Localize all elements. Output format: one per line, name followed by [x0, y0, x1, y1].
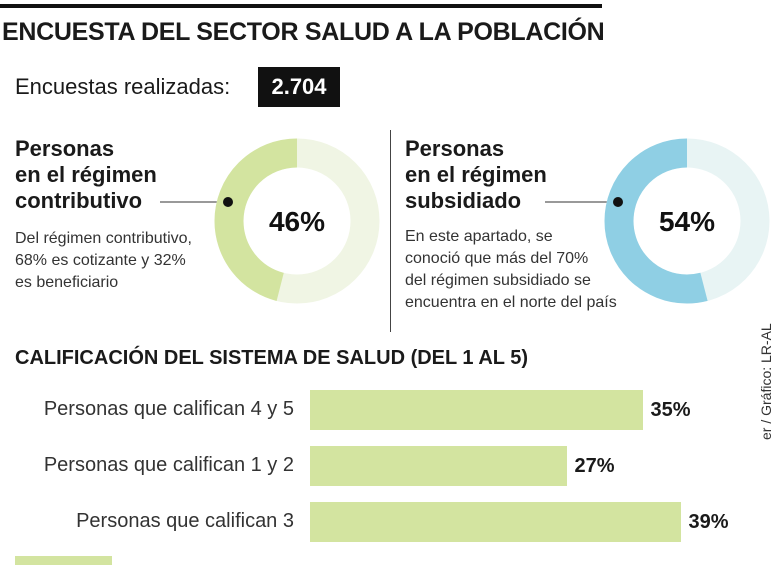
segment-title-line: contributivo: [15, 188, 143, 213]
segment-title-line: en el régimen: [15, 162, 157, 187]
surveys-label: Encuestas realizadas:: [15, 74, 231, 99]
segment-desc-line: encuentra en el norte del país: [405, 294, 617, 311]
page-title: ENCUESTA DEL SECTOR SALUD A LA POBLACIÓN: [2, 18, 605, 46]
segment-title-line: Personas: [405, 136, 505, 161]
bar-value: 39%: [688, 511, 729, 533]
top-rule: [0, 4, 602, 8]
segment-desc-line: es beneficiario: [15, 274, 119, 291]
surveys-value-badge: 2.704: [258, 67, 340, 107]
donut-label-contributivo: 46%: [269, 206, 325, 237]
bar-califican-3: [310, 502, 681, 542]
segment-desc-line: 68% es cotizante y 32%: [15, 252, 186, 269]
bar-value: 27%: [574, 455, 615, 477]
leader-dot: [613, 197, 623, 207]
segment-desc-line: conoció que más del 70%: [405, 250, 589, 267]
bar-califican-4-5: [310, 390, 643, 430]
bar-label: Personas que califican 1 y 2: [43, 454, 294, 476]
donut-chart-subsidiado: 54%: [545, 138, 770, 304]
donut-segment-contributivo: [214, 138, 380, 304]
segment-title-line: Personas: [15, 136, 115, 161]
segment-desc-line: Del régimen contributivo,: [15, 230, 192, 247]
segment-desc-subsidiado: En este apartado, se conoció que más del…: [405, 226, 617, 314]
bar-label: Personas que califican 3: [76, 510, 294, 532]
donut-label-subsidiado: 54%: [659, 206, 715, 237]
legend-swatch: [15, 556, 112, 565]
segment-desc-line: En este apartado, se: [405, 228, 553, 245]
leader-dot: [223, 197, 233, 207]
bar-value: 35%: [650, 399, 691, 421]
segment-title-contributivo: Personas en el régimen contributivo: [15, 136, 157, 214]
segment-desc-line: del régimen subsidiado se: [405, 272, 591, 289]
bar-califican-1-2: [310, 446, 567, 486]
donut-chart-contributivo: 46%: [160, 138, 380, 304]
bar-label: Personas que califican 4 y 5: [43, 398, 294, 420]
donut-segment-subsidiado: [604, 138, 770, 304]
segment-title-line: subsidiado: [405, 188, 522, 213]
ratings-title: CALIFICACIÓN DEL SISTEMA DE SALUD (DEL 1…: [15, 347, 528, 369]
source-credit: er / Gráfico: LR-AL: [758, 323, 774, 440]
segment-title-subsidiado: Personas en el régimen subsidiado: [405, 136, 547, 214]
segment-title-line: en el régimen: [405, 162, 547, 187]
divider: [390, 130, 391, 332]
segment-desc-contributivo: Del régimen contributivo, 68% es cotizan…: [15, 228, 192, 294]
